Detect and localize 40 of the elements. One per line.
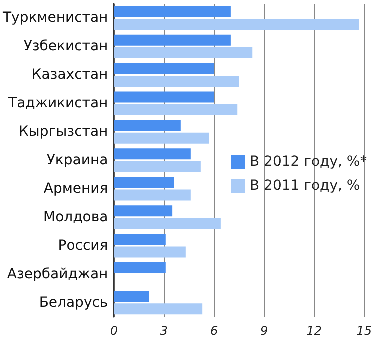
bar (114, 304, 203, 315)
x-tick-label: 6 (210, 324, 218, 338)
bar (114, 76, 240, 87)
bar (114, 234, 166, 246)
bar (114, 177, 174, 188)
x-tick-label: 12 (306, 324, 322, 338)
y-tick-label: Беларусь (39, 294, 108, 311)
bar (114, 6, 231, 18)
x-tick-label: 15 (356, 324, 372, 338)
bar (114, 290, 150, 302)
y-tick-label: Туркменистан (2, 10, 108, 26)
bar (114, 161, 201, 172)
bar (114, 34, 231, 46)
y-tick-label: Молдова (44, 209, 108, 226)
legend-label: В 2011 году, % (250, 178, 360, 194)
bar (114, 206, 173, 217)
bar (114, 190, 191, 201)
y-tick-label: Кыргызстан (18, 124, 108, 140)
legend-label: В 2012 году, %* (250, 154, 368, 170)
y-tick-label: Узбекистан (24, 38, 108, 55)
y-tick-label: Таджикистан (8, 96, 108, 112)
bar (114, 48, 253, 59)
y-tick-label: Казахстан (32, 67, 108, 84)
bar (114, 148, 191, 160)
y-tick-label: Россия (58, 238, 108, 254)
bar (114, 104, 238, 116)
bar (114, 132, 210, 144)
bar (114, 63, 214, 74)
bar (114, 246, 186, 258)
bar (114, 262, 166, 274)
y-tick-label: Армения (44, 180, 108, 197)
x-tick-label: 0 (110, 324, 118, 338)
bar (114, 19, 360, 30)
x-tick-label: 9 (260, 324, 268, 338)
bar (114, 218, 221, 230)
x-tick-label: 3 (160, 324, 168, 338)
y-tick-label: Азербайджан (7, 266, 108, 282)
bar (114, 92, 214, 103)
y-tick-label: Украина (46, 152, 108, 168)
bar (114, 120, 181, 132)
